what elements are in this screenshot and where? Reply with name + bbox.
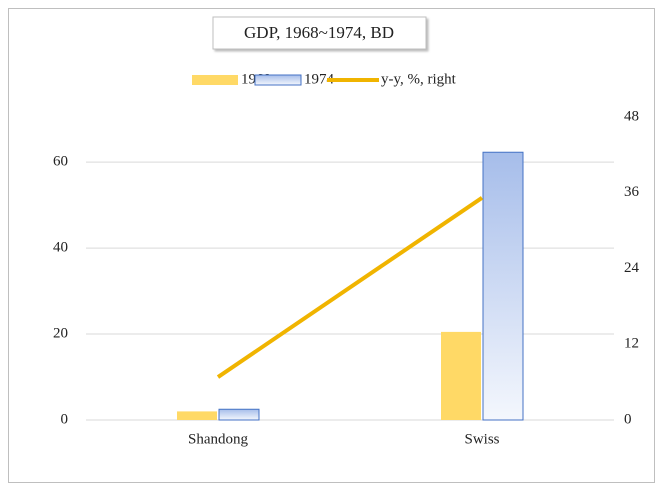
line xyxy=(216,196,484,379)
x-tick-label: Swiss xyxy=(464,431,499,447)
y-tick-label: 40 xyxy=(53,240,68,256)
y2-tick-label: 12 xyxy=(624,336,639,352)
y-tick-label: 20 xyxy=(53,325,68,341)
y-tick-label: 60 xyxy=(53,154,68,170)
bar xyxy=(441,331,481,420)
legend-label: 1974 xyxy=(304,71,335,87)
y-tick-label: 0 xyxy=(61,411,69,427)
y2-tick-label: 48 xyxy=(624,108,639,124)
y2-tick-label: 36 xyxy=(624,184,640,200)
bar xyxy=(218,408,260,421)
legend-swatch xyxy=(254,74,302,86)
bar xyxy=(482,151,524,421)
x-tick-label: Shandong xyxy=(188,431,249,447)
bar xyxy=(177,411,217,420)
chart-title: GDP, 1968~1974, BD xyxy=(244,23,394,42)
y2-tick-label: 0 xyxy=(624,411,632,427)
title-box xyxy=(212,16,427,50)
legend-label: y-y, %, right xyxy=(381,71,457,87)
y2-tick-label: 24 xyxy=(624,260,640,276)
legend-swatch xyxy=(192,75,238,85)
chart-frame xyxy=(8,8,655,483)
